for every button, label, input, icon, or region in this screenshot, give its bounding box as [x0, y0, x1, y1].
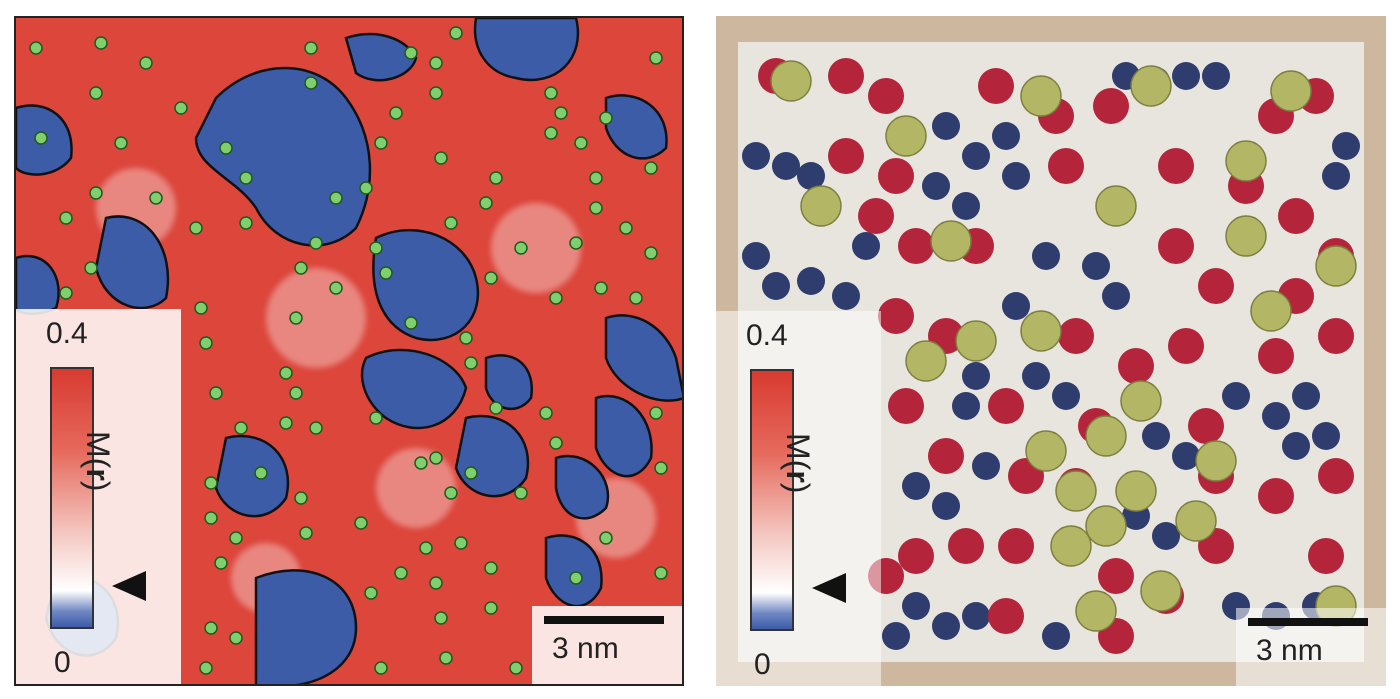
- colorbar-gradient: [50, 367, 94, 629]
- colorbar-inset: 0.4 M(r) 0: [16, 309, 181, 684]
- scale-bar-label: 3 nm: [1256, 634, 1323, 667]
- threshold-arrow-icon: [812, 573, 846, 603]
- threshold-arrow-icon: [112, 571, 146, 601]
- blue-domains: [16, 18, 682, 684]
- scale-bar: [544, 616, 664, 624]
- scale-bar-label: 3 nm: [552, 632, 619, 665]
- dopant-site-markers: [29, 26, 668, 675]
- scale-bar-box: 3 nm: [1236, 608, 1386, 686]
- scale-bar-box: 3 nm: [532, 606, 682, 684]
- colorbar-min-label: 0: [54, 646, 71, 679]
- colorbar-quantity-label: M(r): [80, 431, 116, 492]
- colorbar-quantity-label: M(r): [780, 433, 816, 494]
- colorbar-max-label: 0.4: [46, 317, 88, 350]
- colorbar-gradient: [750, 369, 794, 631]
- grapes: [770, 60, 1357, 632]
- colorbar-max-label: 0.4: [746, 319, 788, 352]
- berry-tart-panel: 0.4 M(r) 0 3 nm: [716, 16, 1386, 686]
- scale-bar: [1248, 618, 1368, 626]
- colorbar-min-label: 0: [754, 648, 771, 681]
- conductance-map-panel: 0.4 M(r) 0 3 nm: [14, 16, 684, 686]
- colorbar-inset: 0.4 M(r) 0: [716, 311, 881, 686]
